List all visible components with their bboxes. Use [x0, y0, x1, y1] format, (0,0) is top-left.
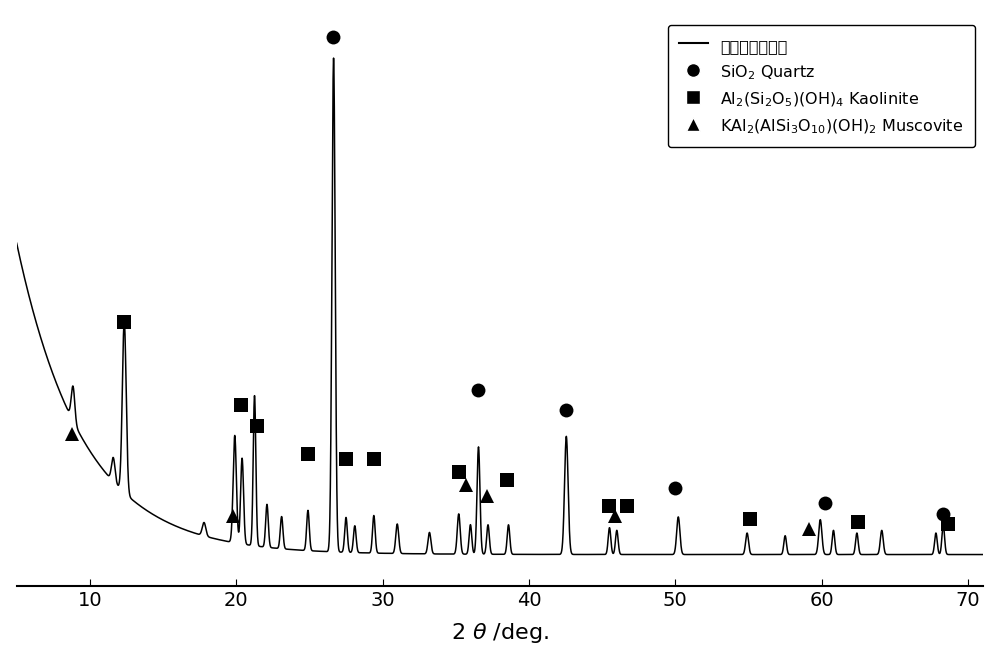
Legend: 高岭土选矿尾矿, SiO$_2$ Quartz, Al$_2$(Si$_2$O$_5$)(OH)$_4$ Kaolinite, KAl$_2$(AlSi$_3$: 高岭土选矿尾矿, SiO$_2$ Quartz, Al$_2$(Si$_2$O$… — [668, 24, 975, 147]
X-axis label: 2 $\theta$ /deg.: 2 $\theta$ /deg. — [451, 622, 549, 645]
